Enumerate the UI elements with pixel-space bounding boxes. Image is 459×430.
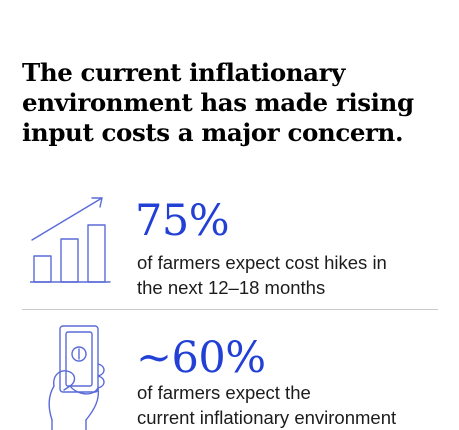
headline-line-1: The current inflationary bbox=[22, 58, 345, 87]
hand-holding-cash-icon bbox=[40, 324, 116, 430]
stat-description-1: of farmers expect cost hikes in the next… bbox=[137, 250, 387, 300]
stat-description-2: of farmers expect the current inflationa… bbox=[137, 380, 396, 430]
headline-line-3: input costs a major concern. bbox=[22, 118, 404, 147]
stat-description-2-line-2: current inflationary environment bbox=[137, 407, 397, 428]
stat-value-2: ~60% bbox=[136, 333, 266, 383]
rising-bar-chart-icon bbox=[30, 195, 116, 287]
divider bbox=[22, 309, 438, 310]
stat-description-1-line-2: the next 12–18 months bbox=[137, 277, 326, 298]
stat-description-1-line-1: of farmers expect cost hikes in bbox=[137, 252, 387, 273]
stat-value-1: 75% bbox=[135, 196, 230, 246]
stat-description-2-line-1: of farmers expect the bbox=[137, 382, 311, 403]
headline: The current inflationary environment has… bbox=[22, 58, 452, 148]
headline-line-2: environment has made rising bbox=[22, 88, 414, 117]
